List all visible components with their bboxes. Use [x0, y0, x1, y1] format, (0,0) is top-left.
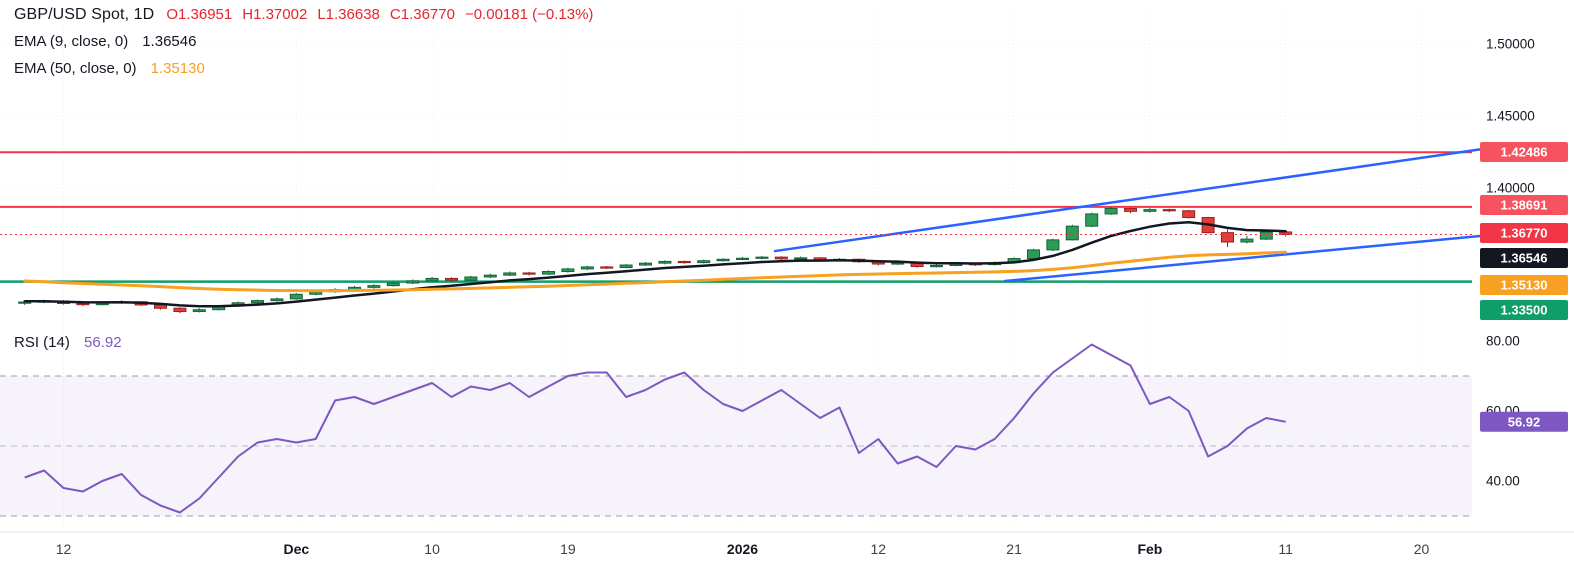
candle-body — [891, 262, 905, 265]
ema9-indicator-label[interactable]: EMA (9, close, 0) — [14, 33, 129, 50]
time-axis-label[interactable]: 21 — [1006, 541, 1022, 557]
candle-body — [930, 264, 943, 268]
price-badge — [1480, 275, 1568, 295]
ema50-indicator-value: 1.35130 — [150, 60, 205, 77]
low-value: L1.36638 — [317, 6, 380, 23]
close-value: C1.36770 — [389, 6, 455, 23]
ema9-legend-row: EMA (9, close, 0) 1.36546 — [14, 33, 593, 60]
candle-body — [503, 272, 517, 276]
candle-body — [192, 309, 206, 313]
rsi-badge — [1480, 411, 1568, 432]
candle-body — [1027, 249, 1040, 260]
price-badge — [1480, 248, 1568, 268]
candle-body — [658, 260, 672, 264]
ohlc-values: O1.36951 H1.37002 L1.36638 C1.36770 −0.0… — [166, 6, 593, 23]
candle-body — [736, 257, 749, 260]
candle-body — [639, 262, 652, 266]
rsi-badge-text: 56.92 — [1508, 414, 1541, 429]
rsi-axis-label: 80.00 — [1486, 334, 1520, 349]
high-value: H1.37002 — [242, 6, 308, 23]
trendline-1[interactable] — [773, 148, 1482, 253]
price-badge-text: 1.38691 — [1501, 198, 1548, 213]
candles — [18, 206, 1293, 314]
candle-body — [445, 277, 458, 281]
time-axis-label[interactable]: 11 — [1278, 541, 1293, 557]
price-axis-label: 1.45000 — [1486, 109, 1535, 124]
candle-body — [1065, 225, 1079, 241]
time-axis-label[interactable]: 2026 — [727, 541, 758, 557]
ema50-indicator-label[interactable]: EMA (50, close, 0) — [14, 60, 137, 77]
candle-body — [1240, 238, 1254, 243]
time-axis-label[interactable]: 12 — [56, 541, 72, 557]
candle-body — [1182, 210, 1196, 219]
time-axis-label[interactable]: Feb — [1137, 541, 1162, 557]
price-badge — [1480, 300, 1568, 320]
trendline-2[interactable] — [1003, 234, 1482, 283]
candle-body — [522, 272, 536, 275]
price-badge-text: 1.33500 — [1501, 303, 1548, 318]
candle-body — [677, 260, 691, 264]
candle-body — [755, 256, 769, 259]
symbol-row: GBP/USD Spot, 1D O1.36951 H1.37002 L1.36… — [14, 6, 593, 33]
change-value: −0.00181 (−0.13%) — [464, 6, 594, 23]
price-badge-text: 1.36546 — [1501, 251, 1548, 266]
rsi-legend-row: RSI (14) 56.92 — [14, 334, 122, 351]
price-badge — [1480, 142, 1568, 162]
candle-body — [1085, 213, 1099, 227]
ema9-indicator-value: 1.36546 — [142, 33, 197, 50]
time-axis-label[interactable]: 20 — [1414, 541, 1430, 557]
price-axis-label: 1.40000 — [1486, 181, 1535, 196]
candle-body — [542, 271, 555, 275]
candle-body — [1162, 209, 1176, 212]
candle-body — [1143, 209, 1157, 212]
ema50-line[interactable] — [23, 250, 1288, 293]
price-badge-text: 1.36770 — [1501, 226, 1548, 241]
candle-body — [600, 266, 614, 269]
candle-body — [774, 256, 788, 260]
ema9-line[interactable] — [23, 221, 1287, 308]
symbol-title[interactable]: GBP/USD Spot, 1D — [14, 6, 155, 23]
candle-body — [561, 268, 575, 273]
candle-body — [1046, 239, 1060, 251]
candle-body — [270, 298, 284, 302]
ema50-legend-row: EMA (50, close, 0) 1.35130 — [14, 60, 593, 87]
rsi-indicator-label[interactable]: RSI (14) — [14, 334, 70, 351]
chart-legend: GBP/USD Spot, 1D O1.36951 H1.37002 L1.36… — [14, 6, 593, 87]
price-badge-text: 1.35130 — [1501, 278, 1548, 293]
time-axis-label[interactable]: 10 — [424, 541, 440, 557]
candle-body — [1124, 207, 1137, 212]
candle-body — [464, 276, 478, 281]
candle-body — [619, 264, 633, 268]
rsi-line[interactable] — [24, 343, 1286, 514]
candle-body — [483, 274, 497, 278]
price-badge — [1480, 195, 1568, 215]
candle-body — [425, 277, 439, 282]
time-axis-label[interactable]: Dec — [283, 541, 309, 557]
rsi-indicator-value: 56.92 — [84, 334, 122, 351]
time-axis-label[interactable]: 12 — [871, 541, 887, 557]
candle-body — [173, 307, 187, 313]
candle-body — [697, 260, 711, 264]
price-badge — [1480, 223, 1568, 243]
candle-body — [289, 293, 303, 300]
candle-body — [794, 257, 808, 260]
price-badge-text: 1.42486 — [1501, 145, 1548, 160]
rsi-axis-label: 40.00 — [1486, 474, 1520, 489]
candle-body — [1104, 207, 1118, 215]
time-axis-label[interactable]: 19 — [560, 541, 576, 557]
candle-body — [386, 282, 400, 287]
candle-body — [251, 300, 264, 304]
price-axis-label: 1.50000 — [1486, 37, 1535, 52]
candle-body — [1259, 231, 1273, 240]
candle-body — [76, 302, 90, 306]
candle-body — [367, 285, 381, 288]
candle-body — [406, 280, 420, 284]
candle-body — [580, 266, 594, 270]
candle-body — [716, 258, 730, 262]
candle-body — [1221, 232, 1234, 243]
open-value: O1.36951 — [166, 6, 233, 23]
